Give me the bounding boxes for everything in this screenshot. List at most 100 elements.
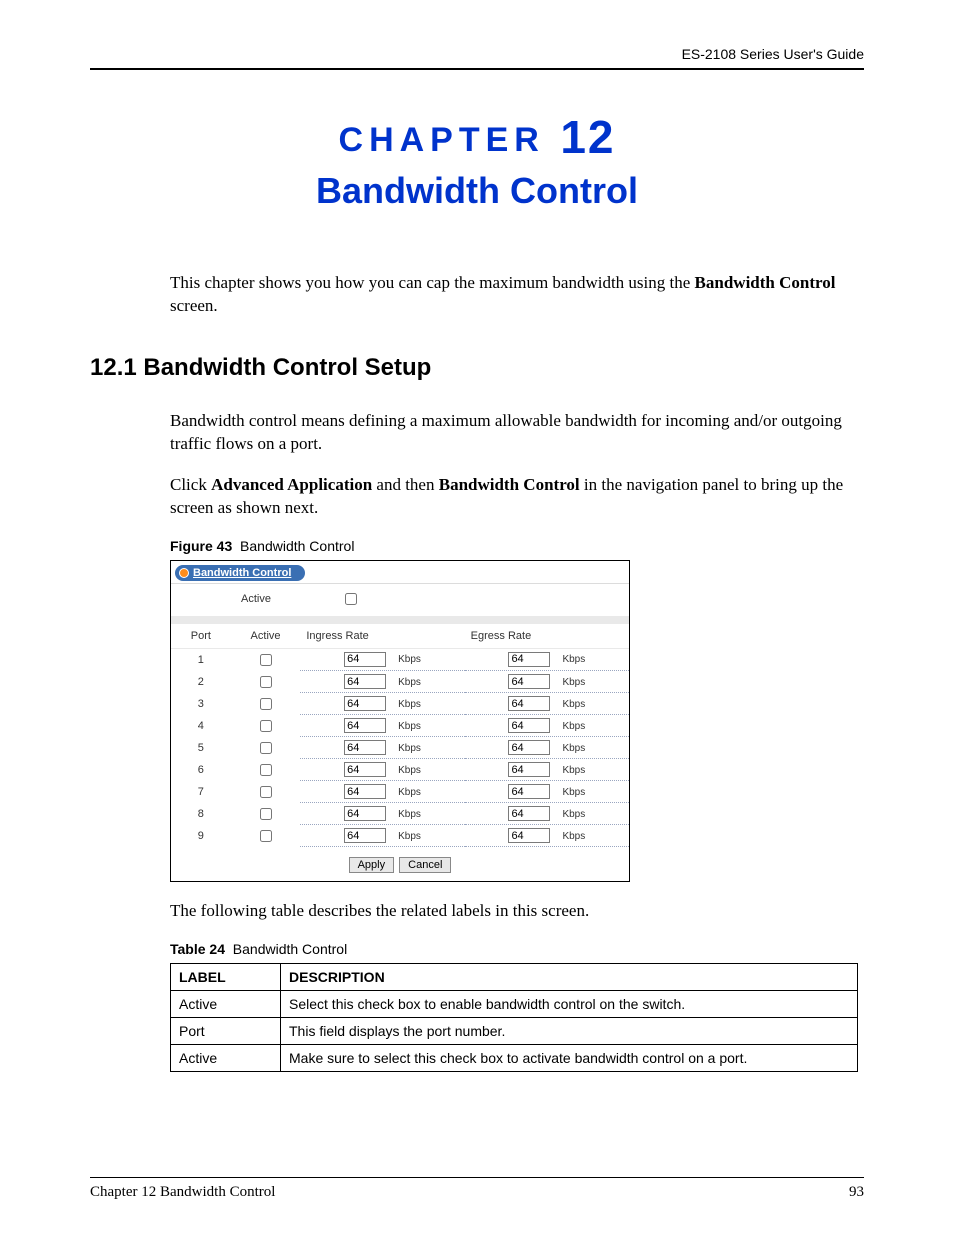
port-row: 8KbpsKbps — [171, 803, 629, 825]
chapter-label-word: CHAPTER — [339, 121, 545, 159]
port-active-checkbox[interactable] — [260, 654, 272, 666]
port-number: 7 — [171, 781, 231, 803]
unit-label: Kbps — [398, 831, 421, 842]
section-para-2: Click Advanced Application and then Band… — [170, 474, 864, 520]
ingress-rate-input[interactable] — [344, 784, 386, 799]
port-active-checkbox[interactable] — [260, 830, 272, 842]
port-active-checkbox[interactable] — [260, 698, 272, 710]
unit-label: Kbps — [398, 765, 421, 776]
port-active-checkbox[interactable] — [260, 786, 272, 798]
tab-bar: Bandwidth Control — [171, 561, 629, 581]
tab-label: Bandwidth Control — [193, 567, 291, 579]
egress-rate-input[interactable] — [508, 696, 550, 711]
ingress-rate-input[interactable] — [344, 652, 386, 667]
egress-rate-input[interactable] — [508, 652, 550, 667]
header-rule — [90, 68, 864, 70]
desc-row: ActiveSelect this check box to enable ba… — [171, 991, 858, 1018]
port-row: 3KbpsKbps — [171, 693, 629, 715]
divider — [171, 583, 629, 584]
chapter-title: Bandwidth Control — [90, 170, 864, 212]
port-active-checkbox[interactable] — [260, 742, 272, 754]
global-active-checkbox[interactable] — [345, 593, 357, 605]
figure-caption: Figure 43 Bandwidth Control — [170, 538, 864, 554]
desc-label: Active — [171, 991, 281, 1018]
port-number: 5 — [171, 737, 231, 759]
table-label: Table 24 — [170, 941, 225, 957]
unit-label: Kbps — [562, 699, 585, 710]
port-number: 2 — [171, 671, 231, 693]
footer-left: Chapter 12 Bandwidth Control — [90, 1184, 275, 1201]
chapter-label: CHAPTER 12 — [90, 110, 864, 164]
section-para-1: Bandwidth control means defining a maxim… — [170, 410, 864, 456]
egress-rate-input[interactable] — [508, 674, 550, 689]
unit-label: Kbps — [562, 831, 585, 842]
port-number: 6 — [171, 759, 231, 781]
para2-b2: Bandwidth Control — [439, 475, 580, 494]
ingress-rate-input[interactable] — [344, 718, 386, 733]
col-port: Port — [171, 626, 231, 649]
intro-post: screen. — [170, 296, 218, 315]
desc-label: Active — [171, 1045, 281, 1072]
ingress-rate-input[interactable] — [344, 740, 386, 755]
tab-dot-icon — [179, 568, 189, 578]
figure-title: Bandwidth Control — [240, 538, 354, 554]
port-active-checkbox[interactable] — [260, 676, 272, 688]
desc-text: This field displays the port number. — [281, 1018, 858, 1045]
port-row: 5KbpsKbps — [171, 737, 629, 759]
footer-rule — [90, 1177, 864, 1178]
port-table: Port Active Ingress Rate Egress Rate 1Kb… — [171, 626, 629, 848]
ingress-rate-input[interactable] — [344, 828, 386, 843]
egress-rate-input[interactable] — [508, 828, 550, 843]
ingress-rate-input[interactable] — [344, 674, 386, 689]
port-row: 2 Kbps Kbps — [171, 671, 629, 693]
ingress-rate-input[interactable] — [344, 696, 386, 711]
unit-label: Kbps — [562, 809, 585, 820]
unit-label: Kbps — [398, 654, 421, 665]
footer-page-number: 93 — [849, 1184, 864, 1201]
egress-rate-input[interactable] — [508, 762, 550, 777]
section-heading: 12.1 Bandwidth Control Setup — [90, 354, 864, 382]
unit-label: Kbps — [562, 765, 585, 776]
para2-mid: and then — [372, 475, 439, 494]
port-number: 1 — [171, 648, 231, 671]
unit-label: Kbps — [398, 721, 421, 732]
grey-band — [171, 616, 629, 624]
port-row: 9 Kbps Kbps — [171, 825, 629, 847]
table-caption: Table 24 Bandwidth Control — [170, 941, 864, 957]
intro-paragraph: This chapter shows you how you can cap t… — [170, 272, 864, 318]
port-active-checkbox[interactable] — [260, 764, 272, 776]
para2-b1: Advanced Application — [211, 475, 372, 494]
port-row: 4KbpsKbps — [171, 715, 629, 737]
port-number: 3 — [171, 693, 231, 715]
unit-label: Kbps — [562, 654, 585, 665]
running-header: ES-2108 Series User's Guide — [90, 46, 864, 68]
port-number: 9 — [171, 825, 231, 847]
unit-label: Kbps — [562, 743, 585, 754]
tab-bandwidth-control[interactable]: Bandwidth Control — [175, 565, 305, 581]
page-footer: Chapter 12 Bandwidth Control 93 — [90, 1177, 864, 1201]
egress-rate-input[interactable] — [508, 740, 550, 755]
unit-label: Kbps — [398, 677, 421, 688]
egress-rate-input[interactable] — [508, 806, 550, 821]
button-row: Apply Cancel — [171, 847, 629, 881]
port-number: 4 — [171, 715, 231, 737]
desc-row: ActiveMake sure to select this check box… — [171, 1045, 858, 1072]
unit-label: Kbps — [562, 677, 585, 688]
port-active-checkbox[interactable] — [260, 808, 272, 820]
cancel-button[interactable]: Cancel — [399, 857, 451, 873]
chapter-number: 12 — [560, 111, 615, 163]
figure-label: Figure 43 — [170, 538, 232, 554]
ingress-rate-input[interactable] — [344, 806, 386, 821]
apply-button[interactable]: Apply — [349, 857, 395, 873]
global-active-row: Active — [171, 586, 629, 616]
para2-pre: Click — [170, 475, 211, 494]
egress-rate-input[interactable] — [508, 718, 550, 733]
port-row: 7KbpsKbps — [171, 781, 629, 803]
table-title: Bandwidth Control — [233, 941, 347, 957]
port-number: 8 — [171, 803, 231, 825]
ingress-rate-input[interactable] — [344, 762, 386, 777]
desc-label: Port — [171, 1018, 281, 1045]
egress-rate-input[interactable] — [508, 784, 550, 799]
port-active-checkbox[interactable] — [260, 720, 272, 732]
col-ingress: Ingress Rate — [300, 626, 464, 649]
